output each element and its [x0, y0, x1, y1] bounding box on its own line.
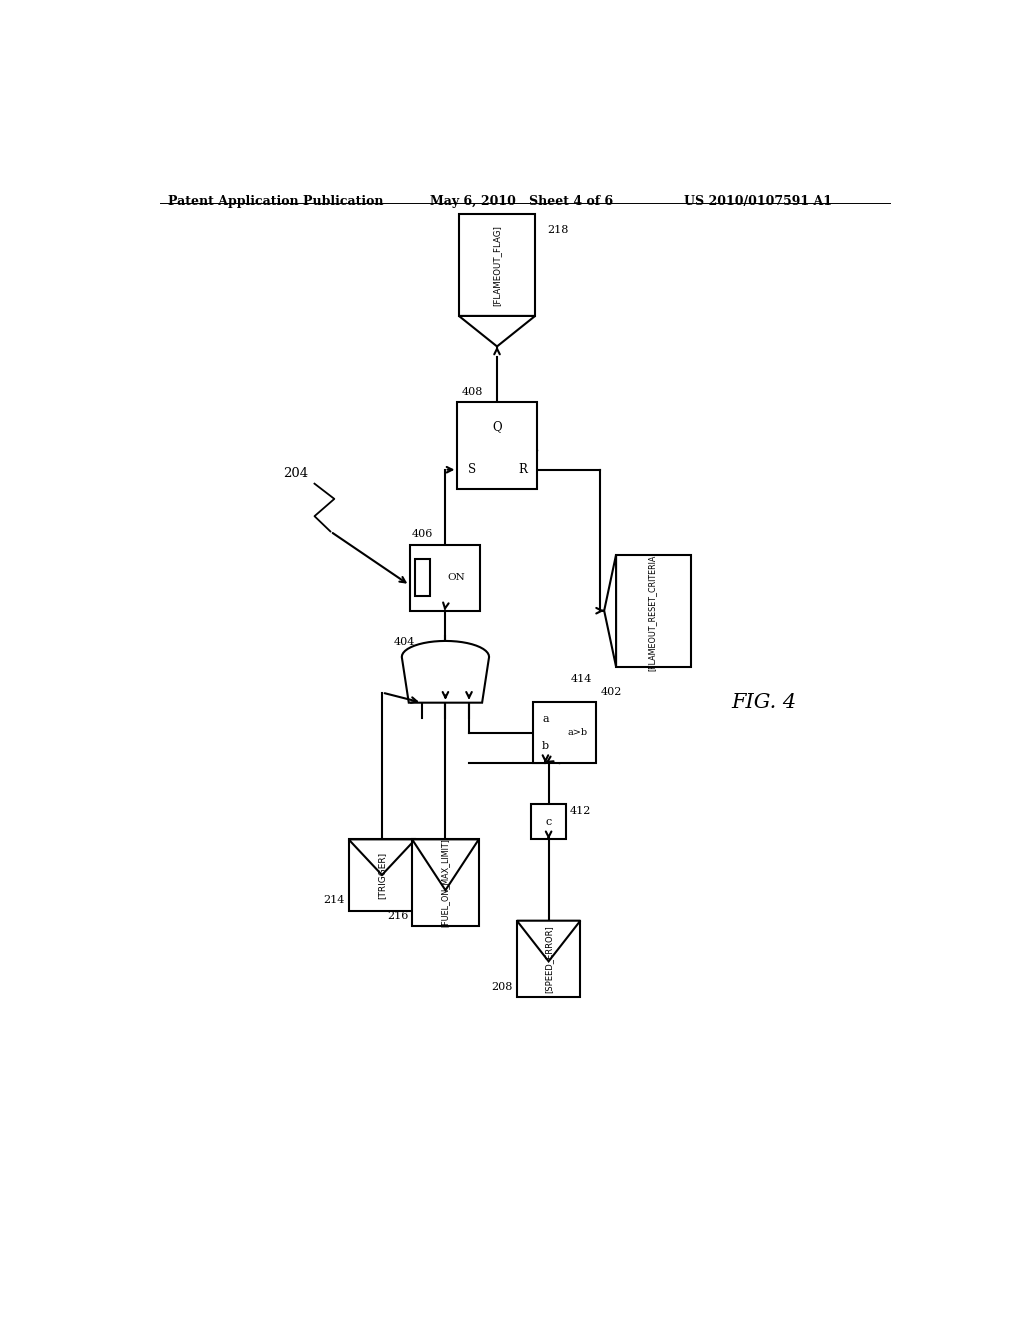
Polygon shape — [531, 804, 566, 840]
Polygon shape — [458, 403, 537, 488]
Text: 208: 208 — [492, 982, 513, 991]
Polygon shape — [517, 921, 581, 961]
Text: 412: 412 — [570, 807, 592, 816]
Text: 414: 414 — [571, 673, 592, 684]
Polygon shape — [412, 840, 479, 925]
Text: Q: Q — [493, 420, 502, 433]
Text: 404: 404 — [394, 636, 415, 647]
Text: May 6, 2010   Sheet 4 of 6: May 6, 2010 Sheet 4 of 6 — [430, 195, 612, 209]
Polygon shape — [348, 840, 416, 911]
Text: 204: 204 — [283, 467, 308, 480]
Text: [FUEL_ON_MAX_LIMIT]: [FUEL_ON_MAX_LIMIT] — [441, 838, 450, 927]
Polygon shape — [604, 554, 616, 667]
Polygon shape — [517, 921, 581, 997]
Text: 216: 216 — [387, 911, 409, 920]
Text: 408: 408 — [461, 387, 482, 397]
Text: [FLAMEOUT_RESET_CRITERIA]: [FLAMEOUT_RESET_CRITERIA] — [647, 550, 656, 671]
Text: S: S — [468, 463, 476, 477]
Text: [SPEED_ERROR]: [SPEED_ERROR] — [544, 925, 553, 993]
Text: 406: 406 — [412, 529, 433, 540]
Polygon shape — [459, 315, 536, 346]
Text: 402: 402 — [600, 686, 622, 697]
Polygon shape — [412, 840, 479, 890]
Text: 218: 218 — [547, 224, 568, 235]
Text: [TRIGGER]: [TRIGGER] — [378, 851, 386, 899]
Text: Patent Application Publication: Patent Application Publication — [168, 195, 383, 209]
Text: [FLAMEOUT_FLAG]: [FLAMEOUT_FLAG] — [493, 224, 502, 305]
Text: FIG. 4: FIG. 4 — [731, 693, 797, 711]
Text: 214: 214 — [324, 895, 345, 906]
Polygon shape — [616, 554, 691, 667]
Text: a>b: a>b — [567, 729, 588, 737]
Text: b: b — [542, 741, 549, 751]
Text: R: R — [518, 463, 527, 477]
Polygon shape — [410, 545, 479, 611]
Text: ON: ON — [447, 573, 465, 582]
Polygon shape — [401, 642, 489, 702]
Polygon shape — [532, 702, 596, 763]
Text: c: c — [546, 817, 552, 826]
Text: US 2010/0107591 A1: US 2010/0107591 A1 — [684, 195, 831, 209]
Polygon shape — [348, 840, 416, 875]
Polygon shape — [415, 560, 430, 595]
Polygon shape — [459, 214, 536, 315]
Text: a: a — [542, 714, 549, 725]
